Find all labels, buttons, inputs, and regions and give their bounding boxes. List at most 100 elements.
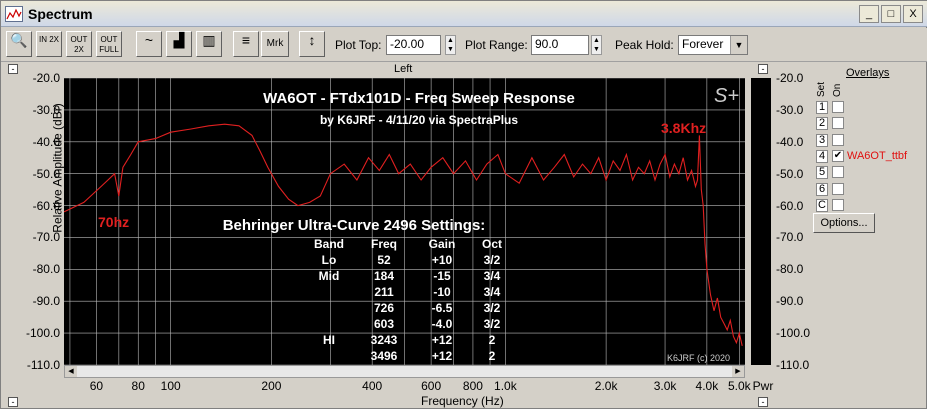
scale-button[interactable]: ↕ [299,31,325,57]
settings-cell: +12 [432,333,453,347]
y-tick-label: -40.0 [32,134,60,149]
settings-cell: 3/4 [484,285,501,299]
settings-cell: +12 [432,349,453,363]
overlay-set-button[interactable]: 3 [816,133,828,147]
maximize-button[interactable]: □ [881,5,901,23]
overlay-on-checkbox[interactable] [832,166,844,179]
toolbar: 🔍 IN 2X OUT 2X OUT FULL ~ ▟ ▥ ≡ Mrk ↕ Pl… [1,28,927,62]
settings-cell: 3/4 [484,269,501,283]
overlay-set-button[interactable]: C [816,198,828,212]
plot-range-input[interactable]: 90.0 [531,35,589,55]
marker-button[interactable]: Mrk [261,31,289,57]
plot-top-label: Plot Top: [335,38,382,52]
collapse-bottom-left-button[interactable]: - [8,397,18,407]
collapse-bottom-right-button[interactable]: - [758,397,768,407]
close-button[interactable]: X [903,5,923,23]
y-tick-label-right: -20.0 [776,71,804,85]
minimize-button[interactable]: _ [859,5,879,23]
settings-button[interactable]: ≡ [233,31,259,57]
overlay-on-checkbox[interactable] [832,182,844,195]
spectraplus-logo: S+ [714,85,739,107]
channel-label: Left [394,63,413,75]
scroll-left-arrow[interactable]: ◀ [65,366,77,377]
horizontal-scrollbar[interactable]: ◀ ▶ [64,365,745,378]
options-button[interactable]: Options... [813,213,875,233]
spectrum-plot[interactable]: WA6OT - FTdx101D - Freq Sweep Response b… [63,77,745,366]
y-tick-label: -60.0 [32,198,60,213]
settings-cell: -10 [433,285,451,299]
x-tick-label: 200 [261,379,282,393]
overlay-on-checkbox[interactable] [832,117,844,130]
octave-bar-button[interactable]: ▥ [196,31,222,57]
settings-cell: 3/2 [484,317,501,331]
plot-range-spinner[interactable]: ▲ ▼ [591,35,602,55]
settings-cell: -6.5 [432,301,453,315]
overlay-set-button[interactable]: 6 [816,182,828,196]
zoom-in-2x-button[interactable]: IN 2X [36,31,62,57]
overlay-set-button[interactable]: 2 [816,117,828,131]
y-tick-label: -20.0 [32,71,60,85]
zoom-out-full-button[interactable]: OUT FULL [96,31,122,57]
overlay-set-button[interactable]: 4 [816,149,828,163]
line-graph-button[interactable]: ~ [136,31,162,57]
settings-cell: 211 [374,285,394,299]
x-tick-label: 60 [89,379,104,393]
peak-hold-value: Forever [682,37,724,51]
settings-cell: +10 [432,253,453,267]
overlay-on-checkbox[interactable]: ✔ [832,149,844,162]
x-tick-label: 100 [160,379,181,393]
settings-cell: 726 [374,301,394,315]
bar-graph-button[interactable]: ▟ [166,31,192,57]
y-tick-label-right: -70.0 [776,230,804,245]
y-tick-label-right: -40.0 [776,134,804,149]
overlay-on-checkbox[interactable] [832,133,844,146]
zoom-out-2x-button[interactable]: OUT 2X [66,31,92,57]
pwr-label: Pwr [752,379,774,393]
overlay-on-checkbox[interactable] [832,101,844,113]
settings-title: Behringer Ultra-Curve 2496 Settings: [223,217,486,234]
plot-title: WA6OT - FTdx101D - Freq Sweep Response [263,90,575,107]
copyright-text: K6JRF (c) 2020 [667,353,730,363]
x-tick-label: 4.0k [695,379,719,393]
collapse-left-button[interactable]: - [8,64,18,74]
spectrum-plot-svg: WA6OT - FTdx101D - Freq Sweep Response b… [63,77,745,366]
chevron-down-icon[interactable]: ▼ [730,36,747,54]
x-tick-label: 400 [362,379,383,393]
x-tick-label: 800 [462,379,483,393]
overlay-set-button[interactable]: 5 [816,166,828,180]
y-tick-label: -50.0 [32,166,60,181]
settings-cell: -15 [433,269,451,283]
y-tick-label-right: -100.0 [776,326,811,341]
frequency-response-trace [63,123,743,347]
settings-cell: HI [323,333,335,347]
y-tick-label-right: -80.0 [776,262,804,277]
x-tick-label: 1.0k [494,379,517,393]
collapse-right-button[interactable]: - [758,64,768,74]
overlay-set-button[interactable]: 1 [816,101,828,114]
marker-low-label: 70hz [98,214,129,230]
set-column-label: Set [816,81,827,97]
y-tick-label-right: -30.0 [776,102,804,117]
plot-top-input[interactable]: -20.00 [386,35,441,55]
scroll-right-arrow[interactable]: ▶ [732,366,744,377]
settings-cell: Lo [322,253,337,267]
zoom-icon[interactable]: 🔍 [6,31,32,57]
settings-table: Band Freq Gain Oct Lo 52 +10 3/2 Mid 184 -15 3/4 211… [314,237,502,363]
y-tick-label: -70.0 [32,230,60,245]
overlay-name: WA6OT_ttbf [847,149,908,162]
settings-header: Oct [482,237,502,251]
x-axis-label: Frequency (Hz) [421,394,504,408]
plot-top-spinner[interactable]: ▲ ▼ [445,35,456,55]
settings-cell: 184 [374,269,394,283]
peak-hold-select[interactable]: Forever ▼ [678,35,748,55]
window-title: Spectrum [28,6,93,22]
overlay-on-checkbox[interactable] [832,198,844,211]
y-tick-label: -30.0 [32,102,60,117]
y-tick-label-right: -60.0 [776,198,804,213]
overlays-title: Overlays [846,67,890,79]
x-tick-label: 3.0k [653,379,677,393]
x-tick-label: 2.0k [594,379,618,393]
settings-cell: 52 [377,253,391,267]
on-column-label: On [832,83,843,97]
